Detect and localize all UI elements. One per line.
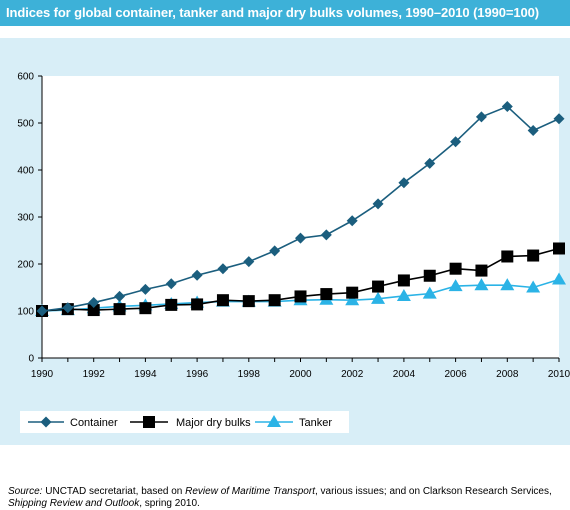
data-point-major-dry-bulks [423,269,436,282]
data-point-tanker [371,291,386,304]
data-point-container [217,263,229,275]
series-container [36,101,565,317]
legend: Container Major dry bulks Tanker [20,411,349,433]
data-point-major-dry-bulks [165,298,178,311]
data-point-major-dry-bulks [372,280,385,293]
legend-marker-container [40,416,52,428]
source-label: Source: [8,486,43,497]
data-point-container [501,101,513,113]
chart-title: Indices for global container, tanker and… [6,5,539,20]
y-tick-label: 300 [17,213,34,224]
chart-svg: 0 100 200 300 400 500 600 1990 1992 1994 1996 1998 2… [17,72,570,433]
data-point-major-dry-bulks [397,274,410,287]
data-point-container [553,113,565,125]
x-tick-label: 1998 [238,369,261,380]
legend-label-major-dry-bulks: Major dry bulks [176,417,251,429]
x-tick-label: 2006 [444,369,467,380]
x-tick-label: 2004 [393,369,416,380]
y-tick-label: 200 [17,260,34,271]
data-point-container [139,283,151,295]
source-text-3: , spring 2010. [139,498,200,509]
source-italic-2: Shipping Review and Outlook [8,498,140,509]
data-point-container [243,256,255,268]
data-point-container [36,305,48,317]
data-point-tanker [500,278,515,291]
data-point-major-dry-bulks [87,304,100,317]
data-point-tanker [552,272,566,285]
data-point-major-dry-bulks [242,295,255,308]
data-point-major-dry-bulks [294,290,307,303]
data-point-tanker [448,279,463,292]
source-text-1: UNCTAD secretariat, based on [42,486,186,497]
source-italic-1: Review of Maritime Transport [185,486,315,497]
data-point-container [475,111,487,123]
x-tick-label: 2008 [496,369,519,380]
data-point-tanker [422,286,437,299]
data-point-major-dry-bulks [268,294,281,307]
plot-area [42,76,559,358]
x-tick-label: 1990 [31,369,54,380]
legend-marker-major-dry-bulks [143,416,155,428]
legend-marker-tanker [267,415,281,428]
data-point-container [269,245,281,257]
data-point-container [191,269,203,281]
data-point-major-dry-bulks [449,262,462,275]
x-tick-label: 1992 [83,369,106,380]
source-text-2: , various issues; and on Clarkson Resear… [314,486,552,497]
y-tick-label: 400 [17,166,34,177]
data-point-tanker [396,288,411,301]
data-point-container [372,198,384,210]
x-tick-label: 2010 [548,369,570,380]
data-point-container [295,232,306,244]
x-tick-label: 2002 [341,369,364,380]
legend-label-tanker: Tanker [299,417,332,429]
legend-box [20,411,349,433]
data-point-major-dry-bulks [113,303,126,316]
x-tick-label: 1996 [186,369,209,380]
data-point-container [398,177,410,189]
data-point-major-dry-bulks [191,298,204,311]
data-point-tanker [345,293,360,306]
data-point-container [527,125,539,137]
data-point-container [346,215,358,227]
data-point-container [88,297,100,309]
data-point-major-dry-bulks [346,286,359,299]
data-point-container [114,290,126,302]
x-tick-label: 2000 [289,369,312,380]
data-point-major-dry-bulks [139,302,152,315]
data-point-major-dry-bulks [216,294,229,307]
data-point-major-dry-bulks [553,242,565,255]
data-point-container [424,157,436,169]
y-tick-label: 100 [17,307,34,318]
x-tick-label: 1994 [134,369,157,380]
data-point-tanker [474,278,489,291]
y-tick-label: 500 [17,119,34,130]
data-point-major-dry-bulks [320,288,333,301]
data-point-major-dry-bulks [475,264,488,277]
data-point-tanker [526,280,541,293]
data-point-major-dry-bulks [527,249,540,262]
data-point-container [62,302,74,314]
source-note: Source: UNCTAD secretariat, based on Rev… [8,486,563,510]
y-tick-label: 0 [28,354,34,365]
series-major-dry-bulks [36,242,565,317]
y-tick-label: 600 [17,72,34,83]
legend-label-container: Container [70,417,118,429]
title-bar: Indices for global container, tanker and… [0,0,570,26]
data-point-container [165,278,177,290]
data-point-major-dry-bulks [501,250,514,263]
data-point-container [450,136,462,148]
data-point-container [320,229,332,241]
